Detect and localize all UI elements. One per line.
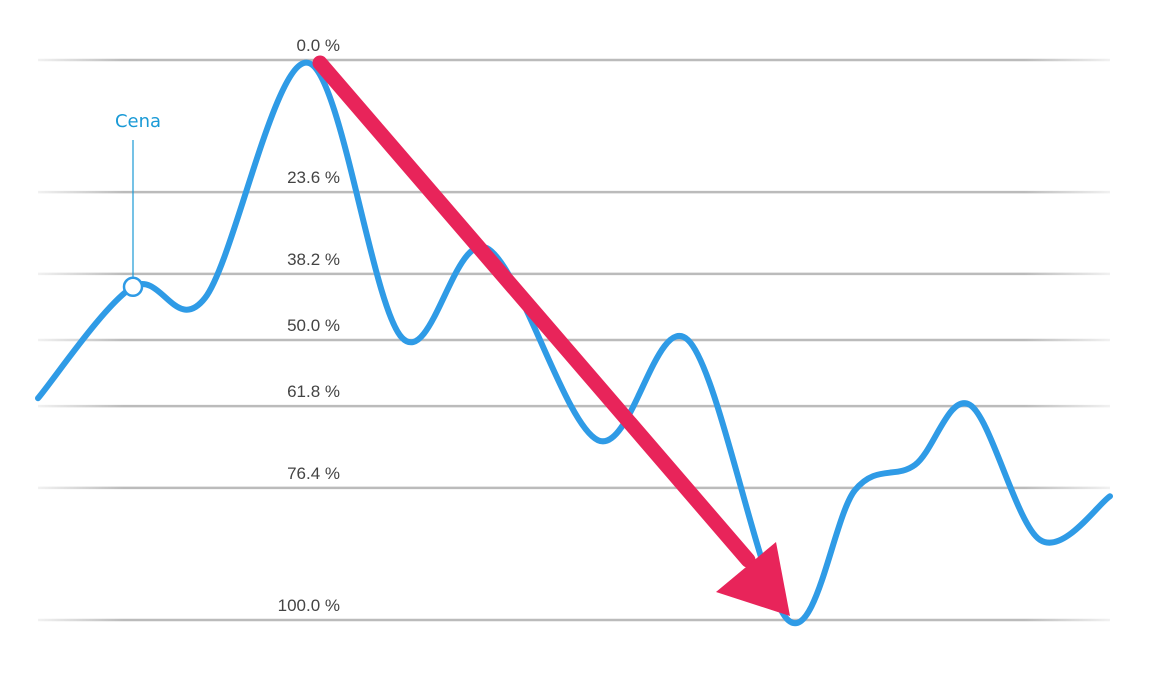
grid: 0.0 % 23.6 % 38.2 % 50.0 % 61.8 % 76.4 % 100.0…: [38, 36, 1110, 622]
trend-arrow: [312, 55, 790, 616]
y-tick-label: 61.8 %: [287, 382, 340, 401]
y-tick-label: 50.0 %: [287, 316, 340, 335]
plot: [35, 59, 1113, 627]
arrow-head: [716, 542, 790, 616]
y-tick-label: 0.0 %: [297, 36, 340, 55]
arrow-shaft: [312, 55, 756, 568]
y-tick-label: 38.2 %: [287, 250, 340, 269]
price-line: [35, 59, 1113, 627]
y-tick-label: 76.4 %: [287, 464, 340, 483]
y-tick-label: 23.6 %: [287, 168, 340, 187]
price-point: [122, 276, 144, 298]
annotation: Cena: [115, 111, 161, 132]
y-tick-label: 100.0 %: [278, 596, 340, 615]
